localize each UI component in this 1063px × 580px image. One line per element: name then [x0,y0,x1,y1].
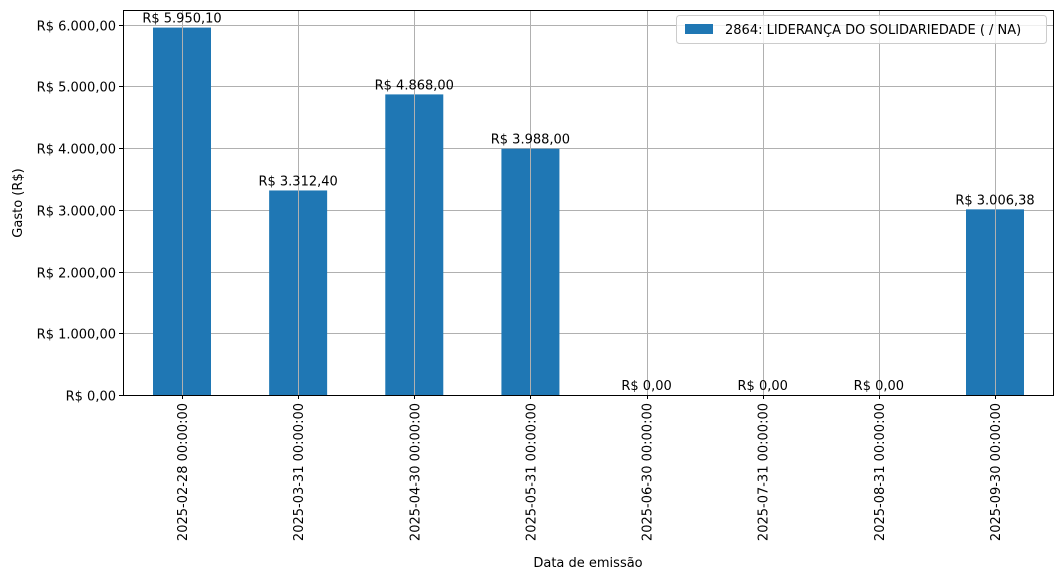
legend: 2864: LIDERANÇA DO SOLIDARIEDADE ( / NA) [676,15,1047,44]
x-tick-label: 2025-03-31 00:00:00 [292,403,307,541]
x-tick-label: 2025-02-28 00:00:00 [176,403,191,541]
y-axis-ticks: R$ 0,00 R$ 1.000,00 R$ 2.000,00 R$ 3.000,00… [37,20,123,405]
x-tick-label: 2025-05-31 00:00:00 [524,403,539,541]
y-tick-label: R$ 2.000,00 [37,267,116,282]
x-tick-label: 2025-09-30 00:00:00 [989,403,1004,541]
legend-label: 2864: LIDERANÇA DO SOLIDARIEDADE ( / NA) [725,23,1021,38]
legend-box [676,15,1047,44]
bar-value-label: R$ 3.988,00 [491,133,570,148]
x-tick-label: 2025-04-30 00:00:00 [408,403,423,541]
y-tick-label: R$ 0,00 [66,390,116,405]
bar-value-label: R$ 3.006,38 [955,193,1034,208]
plot-frame [123,10,1054,396]
legend-swatch [685,24,713,34]
bar-value-label: R$ 5.950,10 [142,12,221,27]
y-tick-label: R$ 6.000,00 [37,20,116,35]
x-tick-label: 2025-08-31 00:00:00 [873,403,888,541]
bar-value-label: R$ 0,00 [854,379,904,394]
y-tick-label: R$ 3.000,00 [37,205,116,220]
x-tick-label: 2025-07-31 00:00:00 [757,403,772,541]
bar-value-labels: R$ 5.950,10 R$ 3.312,40 R$ 4.868,00 R$ 3.98… [142,12,1034,394]
bar-value-label: R$ 0,00 [621,379,671,394]
vertical-grid-lines [182,10,996,395]
y-tick-label: R$ 5.000,00 [37,81,116,96]
grid-lines [123,25,1053,396]
bar-value-label: R$ 0,00 [738,379,788,394]
y-axis-label: Gasto (R$) [11,168,26,237]
bar-value-label: R$ 4.868,00 [375,78,454,93]
x-tick-label: 2025-06-30 00:00:00 [641,403,656,541]
x-axis-ticks: 2025-02-28 00:00:00 2025-03-31 00:00:00 20… [176,395,1004,541]
y-tick-label: R$ 4.000,00 [37,143,116,158]
bar-value-label: R$ 3.312,40 [258,174,337,189]
bars [153,27,1024,395]
x-axis-label: Data de emissão [533,556,642,571]
y-tick-label: R$ 1.000,00 [37,328,116,343]
